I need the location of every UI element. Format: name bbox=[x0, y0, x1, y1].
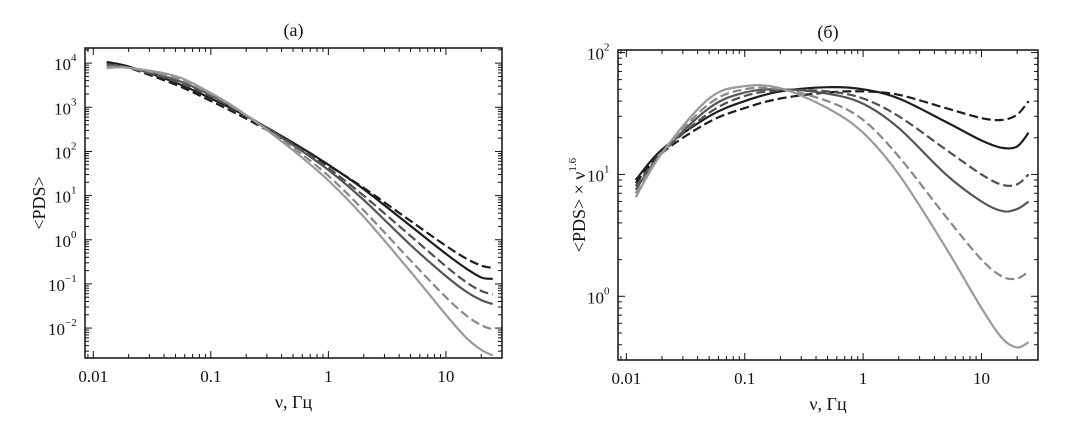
series-line-3 bbox=[106, 63, 494, 296]
y-axis-title-text: <PDS> bbox=[29, 176, 49, 229]
y-tick-base: 10 bbox=[587, 45, 604, 64]
y-tick-label: 10−1 bbox=[48, 273, 77, 295]
y-tick-label: 104 bbox=[54, 52, 77, 74]
series-line-3 bbox=[634, 88, 1030, 188]
y-tick-label: 101 bbox=[587, 163, 610, 185]
x-axis-title: ν, Гц bbox=[809, 394, 847, 414]
y-tick-exponent: 4 bbox=[71, 52, 77, 64]
y-tick-exponent: 2 bbox=[71, 140, 77, 152]
series-line-4 bbox=[106, 64, 494, 306]
x-tick-label: 0.01 bbox=[611, 369, 641, 388]
series-line-6 bbox=[106, 66, 494, 357]
y-axis-title: <PDS> × ν1.6 bbox=[567, 157, 589, 252]
y-tick-exponent: −1 bbox=[65, 273, 77, 285]
x-tick-label: 10 bbox=[973, 369, 990, 388]
y-tick-base: 10 bbox=[587, 166, 604, 185]
y-tick-base: 10 bbox=[48, 276, 65, 295]
y-tick-label: 102 bbox=[587, 42, 610, 64]
plot-frame bbox=[617, 49, 1039, 361]
y-tick-base: 10 bbox=[54, 99, 71, 118]
series-line-5 bbox=[634, 86, 1030, 281]
series-group bbox=[634, 84, 1030, 349]
y-tick-label: 102 bbox=[54, 140, 77, 162]
y-tick-base: 10 bbox=[54, 55, 71, 74]
y-tick-exponent: 3 bbox=[71, 96, 77, 108]
y-tick-label: 100 bbox=[54, 229, 77, 251]
series-line-2 bbox=[106, 60, 493, 280]
y-axis-title-exponent: 1.6 bbox=[567, 157, 579, 171]
y-tick-exponent: 0 bbox=[71, 229, 77, 241]
y-tick-exponent: 0 bbox=[604, 285, 610, 297]
y-tick-exponent: −2 bbox=[65, 317, 77, 329]
x-tick-label: 0.01 bbox=[78, 367, 108, 386]
series-line-6 bbox=[634, 84, 1030, 349]
plot-frame bbox=[84, 47, 503, 359]
y-axis-title-text: <PDS> × ν bbox=[569, 172, 589, 253]
y-tick-base: 10 bbox=[54, 143, 71, 162]
x-tick-label: 1 bbox=[324, 367, 333, 386]
series-line-4 bbox=[634, 88, 1030, 213]
y-tick-base: 10 bbox=[54, 188, 71, 207]
y-tick-label: 100 bbox=[587, 285, 610, 307]
series-group bbox=[106, 60, 494, 357]
x-tick-label: 10 bbox=[437, 367, 454, 386]
panel-title: (б) bbox=[817, 22, 838, 43]
x-tick-label: 1 bbox=[859, 369, 868, 388]
y-tick-label: 103 bbox=[54, 96, 77, 118]
y-tick-label: 101 bbox=[54, 185, 77, 207]
series-line-5 bbox=[106, 65, 494, 331]
y-tick-exponent: 2 bbox=[604, 42, 610, 54]
x-tick-label: 0.1 bbox=[734, 369, 755, 388]
x-tick-label: 0.1 bbox=[200, 367, 221, 386]
y-tick-label: 10−2 bbox=[48, 317, 77, 339]
y-tick-base: 10 bbox=[48, 320, 65, 339]
y-axis-title: <PDS> bbox=[29, 176, 49, 229]
y-tick-base: 10 bbox=[587, 288, 604, 307]
y-tick-exponent: 1 bbox=[71, 185, 77, 197]
panel-title: (a) bbox=[284, 20, 304, 41]
y-tick-base: 10 bbox=[54, 232, 71, 251]
series-line-1 bbox=[634, 90, 1030, 184]
series-line-1 bbox=[106, 61, 493, 269]
x-axis-title: ν, Гц bbox=[275, 392, 313, 412]
series-line-2 bbox=[634, 85, 1030, 181]
y-tick-exponent: 1 bbox=[604, 163, 610, 175]
